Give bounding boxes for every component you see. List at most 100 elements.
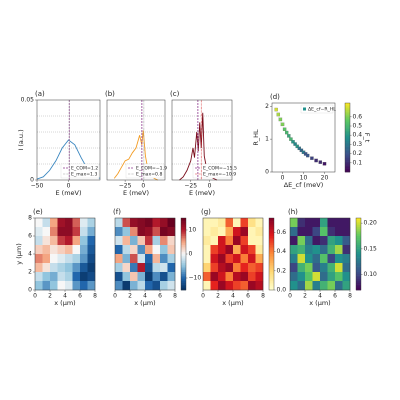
y-tick-label: 2: [28, 269, 32, 276]
heatmap-cell: [50, 272, 58, 282]
heatmap-cell: [218, 263, 226, 273]
colorbar-segment: [345, 116, 350, 119]
heatmap-cell: [305, 236, 313, 246]
heatmap-cell: [160, 245, 168, 255]
colorbar-frame: [355, 217, 362, 291]
axes-frame: [106, 99, 166, 181]
y-tick-label: 0: [28, 287, 32, 294]
heatmap-cell: [335, 254, 343, 264]
heatmap-cell: [160, 254, 168, 264]
colorbar-segment: [269, 288, 274, 291]
colorbar-segment: [181, 234, 186, 237]
heatmap-cell: [145, 218, 153, 228]
heatmap-cell: [290, 272, 298, 282]
colorbar-segment: [345, 153, 350, 156]
colorbar-segment: [356, 234, 361, 237]
heatmap-cell: [87, 218, 96, 228]
x-tick-label: 8: [348, 293, 352, 300]
heatmap-cell: [342, 263, 351, 273]
heatmap-cell: [50, 236, 58, 246]
heatmap-cell: [152, 272, 161, 282]
colorbar-segment: [269, 261, 274, 264]
heatmap-cell: [335, 227, 343, 237]
heatmap-cell: [57, 281, 66, 291]
colorbar-segment: [345, 165, 350, 168]
heatmap-cell: [225, 245, 234, 255]
x-tick-label: 0: [281, 175, 285, 182]
colorbar-segment: [356, 219, 361, 222]
colorbar-segment: [269, 275, 274, 278]
heatmap-cell: [335, 272, 343, 282]
colorbar-segment: [269, 237, 274, 240]
heatmap-cell: [160, 227, 168, 237]
heatmap-cell: [72, 254, 81, 264]
heatmap-cell: [152, 281, 161, 291]
y-tick-label: 0: [265, 169, 269, 176]
heatmap-cell: [50, 263, 58, 273]
heatmap-cell: [233, 263, 241, 273]
heatmap-cell: [297, 227, 306, 237]
x-tick-label: 4: [318, 293, 322, 300]
colorbar-segment: [269, 257, 274, 260]
colorbar-segment: [181, 241, 186, 244]
heatmap-cell: [320, 281, 328, 291]
scatter-point: [306, 153, 310, 158]
heatmap-cell: [65, 218, 73, 228]
colorbar-segment: [181, 225, 186, 228]
colorbar-segment: [356, 268, 361, 271]
heatmap-cell: [320, 245, 328, 255]
heatmap-cell: [320, 218, 328, 228]
x-tick-label: −25: [184, 183, 197, 190]
colorbar-segment: [345, 137, 350, 140]
heatmap-cell: [342, 254, 351, 264]
x-tick-label: −25: [119, 183, 132, 190]
colorbar-segment: [181, 218, 186, 221]
colorbar-segment: [356, 261, 361, 264]
heatmap-cell: [233, 227, 241, 237]
heatmap-cell: [327, 272, 336, 282]
heatmap-cell: [342, 281, 351, 291]
heatmap-cell: [240, 218, 249, 228]
heatmap-cell: [72, 272, 81, 282]
heatmap-cell: [218, 281, 226, 291]
colorbar-segment: [269, 277, 274, 280]
x-tick-label: 6: [158, 293, 162, 300]
x-tick-label: 0: [208, 183, 212, 190]
colorbar-segment: [181, 232, 186, 235]
heatmap-cell: [203, 236, 211, 246]
heatmap-cell: [203, 272, 211, 282]
x-tick-label: 8: [261, 293, 265, 300]
heatmap-cell: [42, 281, 51, 291]
heatmap-cell: [35, 218, 43, 228]
colorbar-segment: [269, 243, 274, 246]
heatmap-cell: [225, 218, 234, 228]
legend-label: E_COM=−15.5: [203, 166, 237, 172]
colorbar-segment: [269, 246, 274, 249]
heatmap-cell: [152, 236, 161, 246]
heatmap-cell: [137, 281, 146, 291]
colorbar-segment: [269, 270, 274, 273]
heatmap-cell: [130, 281, 138, 291]
heatmap-cell: [240, 227, 249, 237]
colorbar-segment: [181, 264, 186, 267]
colorbar-segment: [356, 227, 361, 230]
heatmap-cell: [167, 218, 176, 228]
heatmap-cell: [290, 281, 298, 291]
heatmap-cell: [72, 281, 81, 291]
colorbar-segment: [345, 103, 350, 106]
heatmap-cell: [167, 227, 176, 237]
x-axis-label: x (μm): [222, 299, 243, 307]
colorbar-segment: [345, 111, 350, 114]
x-tick-label: 2: [216, 293, 220, 300]
colorbar-segment: [345, 139, 350, 142]
panel-label: (b): [105, 90, 115, 98]
heatmap-cell: [160, 272, 168, 282]
heatmap-cell: [137, 263, 146, 273]
scatter-point: [278, 117, 283, 122]
heatmap-cell: [225, 236, 234, 246]
colorbar-tick-label: 0: [189, 251, 193, 258]
colorbar-segment: [356, 230, 361, 233]
colorbar-segment: [345, 156, 350, 159]
x-tick-label: 0: [201, 293, 205, 300]
colorbar-segment: [345, 104, 350, 107]
